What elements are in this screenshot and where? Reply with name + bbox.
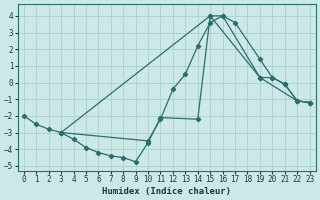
X-axis label: Humidex (Indice chaleur): Humidex (Indice chaleur) (102, 187, 231, 196)
